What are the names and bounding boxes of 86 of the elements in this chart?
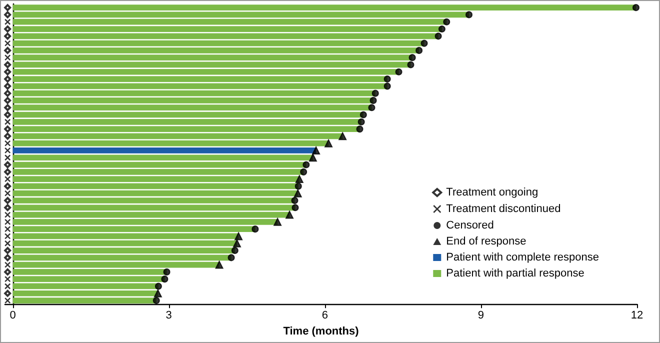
point bbox=[358, 118, 365, 126]
legend-label: Patient with partial response bbox=[446, 268, 584, 280]
point bbox=[4, 126, 12, 133]
point bbox=[370, 96, 377, 104]
point bbox=[312, 146, 320, 154]
x-tick-label: 12 bbox=[630, 310, 644, 322]
point bbox=[294, 189, 302, 198]
x-tick-label: 3 bbox=[166, 310, 172, 322]
x-axis-title: Time (months) bbox=[283, 326, 360, 338]
x-tick-label: 6 bbox=[322, 310, 328, 322]
point bbox=[4, 32, 12, 40]
point bbox=[4, 176, 11, 182]
point bbox=[465, 11, 472, 18]
point bbox=[161, 276, 168, 283]
bar bbox=[12, 148, 316, 154]
point bbox=[4, 190, 11, 196]
point bbox=[274, 218, 282, 226]
point bbox=[384, 82, 391, 90]
point bbox=[4, 247, 12, 254]
point bbox=[4, 132, 12, 140]
point bbox=[4, 68, 12, 76]
point bbox=[4, 104, 12, 112]
point bbox=[295, 175, 304, 184]
point bbox=[154, 289, 162, 298]
legend-label: Treatment discontinued bbox=[446, 203, 561, 215]
point bbox=[407, 61, 414, 68]
point bbox=[4, 96, 12, 104]
point bbox=[4, 204, 12, 212]
point bbox=[4, 18, 11, 26]
point bbox=[4, 111, 12, 118]
point bbox=[4, 40, 11, 46]
point bbox=[252, 226, 259, 233]
point bbox=[234, 232, 243, 240]
point bbox=[356, 126, 364, 133]
legend-label: Patient with complete response bbox=[446, 252, 600, 264]
point bbox=[231, 247, 238, 254]
x-tick-label: 9 bbox=[478, 310, 484, 322]
point bbox=[395, 68, 402, 76]
point bbox=[4, 54, 11, 61]
point bbox=[294, 182, 302, 190]
point bbox=[4, 290, 12, 297]
point bbox=[438, 26, 446, 33]
x-tick-label: 0 bbox=[10, 310, 16, 322]
point bbox=[302, 161, 310, 168]
point bbox=[408, 54, 416, 62]
point bbox=[4, 4, 12, 12]
legend-label: Treatment ongoing bbox=[446, 186, 538, 198]
point bbox=[420, 40, 428, 47]
point bbox=[4, 262, 11, 268]
point bbox=[163, 268, 170, 276]
point bbox=[291, 196, 298, 204]
point bbox=[368, 104, 376, 112]
legend-label: End of response bbox=[446, 236, 526, 248]
point bbox=[4, 82, 12, 90]
point bbox=[324, 139, 333, 148]
point bbox=[286, 210, 294, 219]
point bbox=[632, 4, 640, 12]
point bbox=[384, 76, 391, 83]
point bbox=[4, 26, 12, 33]
point bbox=[4, 11, 12, 18]
point bbox=[4, 254, 12, 262]
point bbox=[4, 118, 11, 126]
point bbox=[4, 46, 12, 54]
point bbox=[4, 61, 12, 68]
point bbox=[232, 239, 241, 248]
point bbox=[338, 132, 347, 140]
point bbox=[4, 76, 12, 83]
point bbox=[4, 268, 12, 276]
point bbox=[152, 297, 160, 304]
point bbox=[434, 32, 442, 40]
point bbox=[416, 46, 423, 54]
point bbox=[372, 90, 379, 97]
point bbox=[4, 161, 12, 168]
point bbox=[4, 182, 12, 190]
point bbox=[154, 282, 162, 290]
point bbox=[308, 154, 317, 162]
point bbox=[215, 260, 224, 269]
point bbox=[443, 18, 450, 26]
point bbox=[300, 168, 308, 176]
legend-label: Censored bbox=[446, 220, 494, 232]
point bbox=[292, 204, 299, 212]
point bbox=[4, 90, 12, 97]
point bbox=[360, 111, 367, 118]
point bbox=[4, 168, 12, 176]
point bbox=[4, 196, 12, 204]
point bbox=[228, 254, 235, 262]
